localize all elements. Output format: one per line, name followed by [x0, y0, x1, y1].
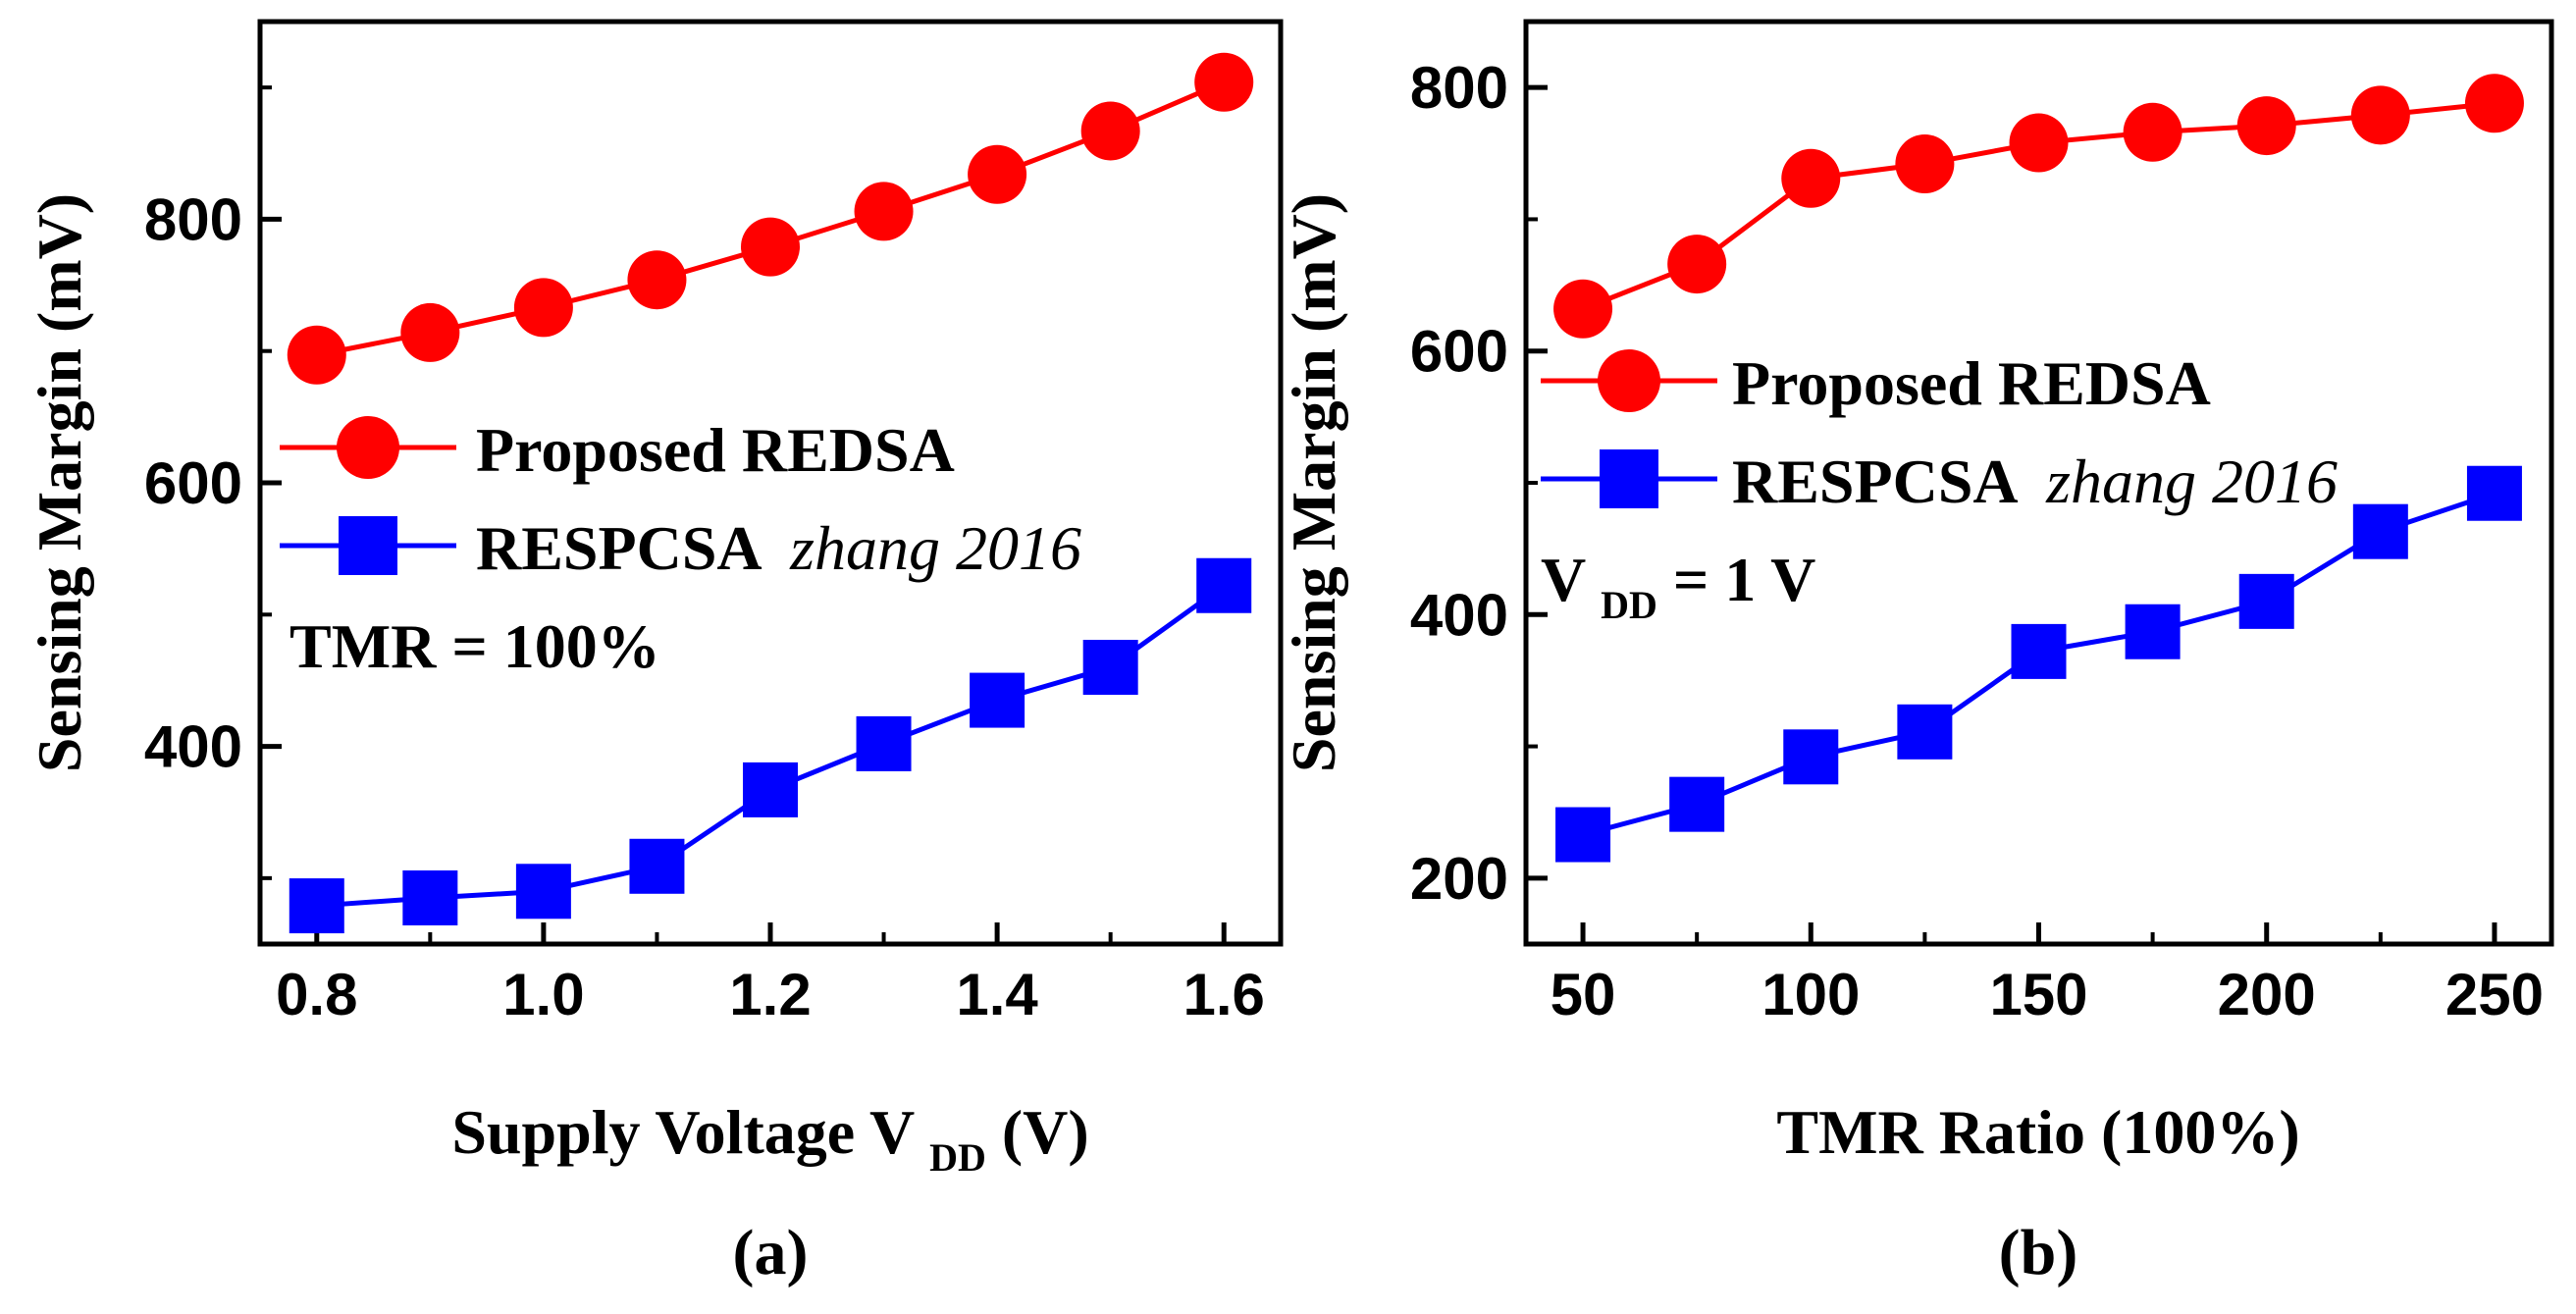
data-point-blue — [1082, 640, 1138, 695]
x-tick-label: 100 — [1761, 962, 1860, 1027]
data-point-blue — [2238, 573, 2294, 629]
data-point-blue — [2125, 604, 2181, 659]
data-point-red — [287, 325, 346, 385]
x-tick-label: 1.4 — [956, 962, 1038, 1027]
chart-a-xlabel-unit: (V) — [1002, 1097, 1089, 1167]
chart-a-ticks: 0.8 1.0 1.2 1.4 1.6 400 600 800 — [144, 85, 1265, 1027]
chart-a-caption: (a) — [733, 1217, 809, 1288]
data-point-red — [1895, 134, 1955, 194]
chart-b-series — [1553, 74, 2524, 863]
x-tick-label: 150 — [1989, 962, 2087, 1027]
x-tick-label: 1.0 — [502, 962, 584, 1027]
legend-a-red-marker — [337, 416, 399, 479]
y-tick-label: 600 — [1410, 319, 1508, 385]
data-point-red — [741, 217, 800, 277]
data-point-blue — [2011, 623, 2067, 679]
legend-b-blue-marker — [1600, 449, 1658, 508]
chart-a: 0.8 1.0 1.2 1.4 1.6 400 600 800 Proposed REDSA … — [25, 19, 1284, 1288]
data-point-blue — [629, 838, 685, 894]
data-point-red — [1781, 148, 1841, 208]
data-point-red — [1080, 101, 1140, 161]
legend-b-red-marker — [1598, 349, 1660, 412]
data-point-red — [1553, 279, 1613, 339]
chart-a-ylabel: Sensing Margin (mV) — [25, 193, 94, 772]
x-tick-label: 1.2 — [729, 962, 811, 1027]
data-point-red — [1194, 52, 1254, 112]
y-tick-label: 800 — [1410, 55, 1508, 121]
data-point-blue — [1196, 557, 1252, 613]
chart-a-xlabel: Supply Voltage V DD (V) — [451, 1097, 1088, 1184]
data-point-blue — [970, 672, 1025, 728]
legend-b-series-2-name: RESPCSA — [1732, 447, 2018, 516]
x-tick-label: 0.8 — [276, 962, 357, 1027]
y-tick-label: 800 — [144, 186, 242, 252]
data-point-blue — [2352, 503, 2408, 559]
x-tick-label: 1.6 — [1183, 962, 1265, 1027]
chart-b-annotation-sub: DD — [1601, 583, 1657, 627]
chart-b-xlabel: TMR Ratio (100%) — [1776, 1097, 2299, 1167]
x-tick-label: 200 — [2218, 962, 2316, 1027]
chart-b-ticks: 50 100 150 200 250 200 400 600 800 — [1410, 55, 2544, 1027]
y-tick-label: 600 — [144, 450, 242, 516]
data-point-red — [968, 144, 1027, 204]
data-point-red — [2009, 113, 2069, 173]
chart-a-legend: Proposed REDSA RESPCSA zhang 2016 — [280, 415, 1081, 583]
legend-b-series-2: RESPCSA zhang 2016 — [1732, 447, 2338, 516]
data-point-red — [513, 278, 573, 338]
y-tick-label: 400 — [144, 714, 242, 780]
data-point-blue — [856, 715, 912, 771]
chart-a-series — [287, 52, 1254, 934]
data-point-blue — [402, 870, 458, 925]
data-point-red — [2350, 85, 2410, 145]
data-point-blue — [1897, 704, 1953, 760]
data-point-blue — [289, 878, 344, 934]
legend-a-series-1: Proposed REDSA — [476, 415, 955, 485]
data-point-red — [2464, 74, 2524, 133]
chart-a-xlabel-sub: DD — [929, 1135, 986, 1180]
legend-b-series-1: Proposed REDSA — [1732, 348, 2211, 418]
data-point-red — [627, 250, 687, 310]
chart-b-legend: Proposed REDSA RESPCSA zhang 2016 — [1541, 348, 2338, 516]
legend-b-series-2-suffix: zhang 2016 — [2045, 447, 2338, 516]
x-tick-label: 50 — [1551, 962, 1616, 1027]
chart-b-annotation-main: V — [1541, 545, 1586, 614]
data-point-red — [854, 182, 914, 241]
data-point-red — [2236, 96, 2296, 156]
data-point-red — [400, 302, 460, 362]
legend-a-series-2-name: RESPCSA — [476, 513, 762, 583]
data-point-blue — [2466, 465, 2522, 521]
chart-b-ylabel: Sensing Margin (mV) — [1279, 193, 1348, 772]
chart-b-annotation-rest: = 1 V — [1673, 545, 1816, 614]
y-tick-label: 400 — [1410, 582, 1508, 648]
legend-a-series-2: RESPCSA zhang 2016 — [476, 513, 1081, 583]
legend-a-blue-marker — [339, 516, 397, 575]
chart-a-xlabel-main: Supply Voltage V — [451, 1097, 915, 1167]
data-point-blue — [1783, 729, 1839, 785]
legend-a-series-2-suffix: zhang 2016 — [789, 513, 1081, 583]
data-point-blue — [515, 864, 571, 920]
chart-a-annotation: TMR = 100% — [289, 611, 660, 681]
data-point-red — [2123, 102, 2182, 162]
data-point-red — [1667, 235, 1727, 294]
data-point-blue — [1669, 776, 1725, 832]
chart-b: 50 100 150 200 250 200 400 600 800 Proposed REDS… — [1279, 19, 2554, 1288]
data-point-blue — [1555, 807, 1611, 863]
chart-b-caption: (b) — [1999, 1217, 2078, 1288]
data-point-blue — [743, 762, 798, 817]
x-tick-label: 250 — [2445, 962, 2544, 1027]
chart-b-annotation: V DD = 1 V — [1541, 545, 1815, 632]
y-tick-label: 200 — [1410, 846, 1508, 912]
